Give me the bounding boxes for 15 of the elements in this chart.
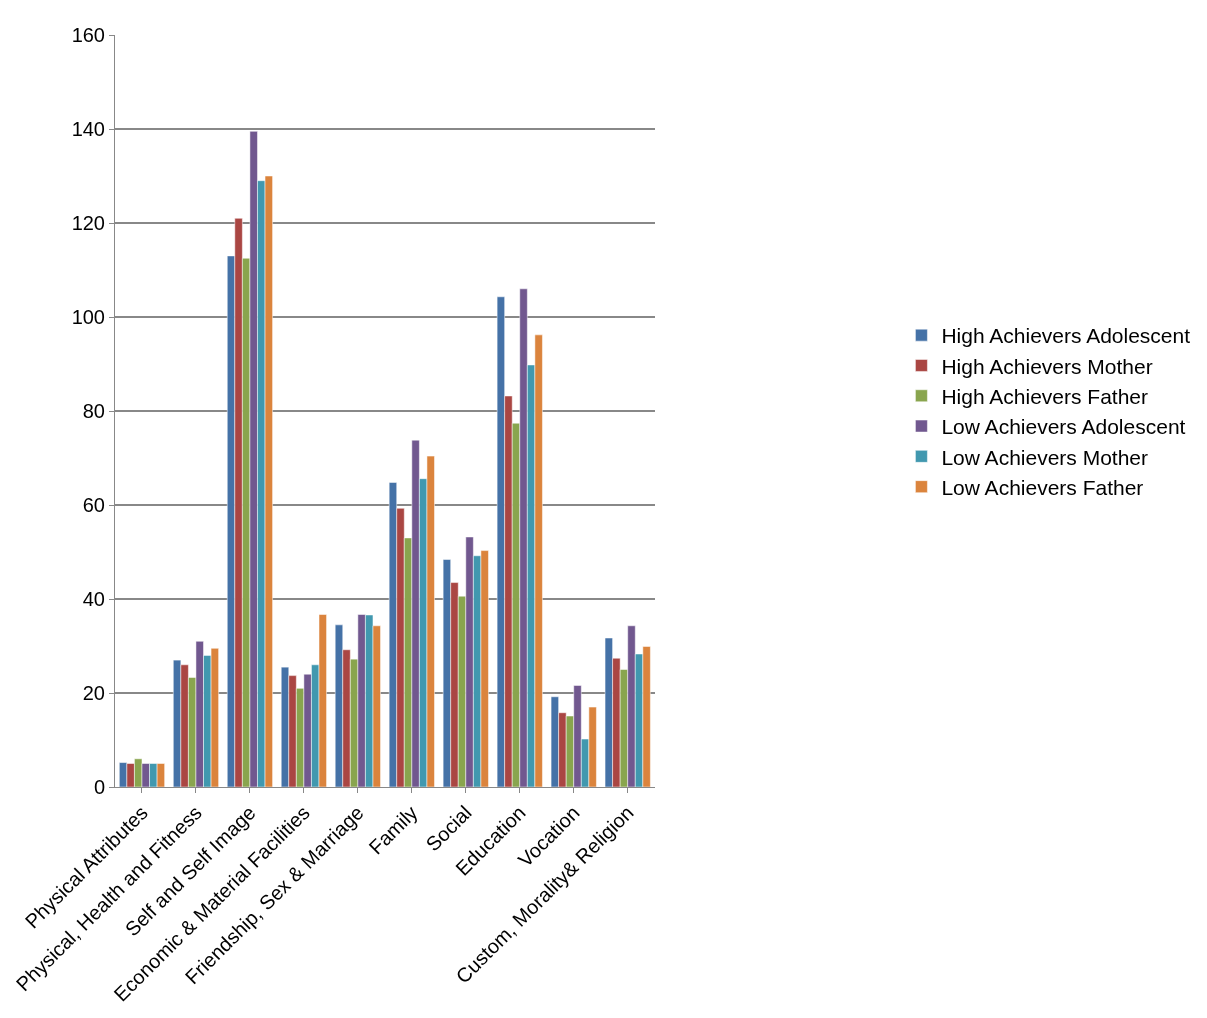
y-tick-label: 100 xyxy=(71,306,105,328)
y-tick-label: 60 xyxy=(82,494,105,516)
legend-label: Low Achievers Father xyxy=(941,475,1144,499)
y-tick-label: 120 xyxy=(71,212,105,234)
y-tick-label: 80 xyxy=(82,400,105,422)
y-tick-label: 160 xyxy=(71,24,105,46)
legend-label: Low Achievers Adolescent xyxy=(941,415,1186,439)
y-tick-label: 40 xyxy=(82,588,105,610)
y-tick-label: 0 xyxy=(93,776,105,798)
y-tick-label: 140 xyxy=(71,118,105,140)
y-tick-label: 20 xyxy=(82,682,105,704)
legend-label: High Achievers Father xyxy=(941,384,1149,408)
legend-label: High Achievers Adolescent xyxy=(941,324,1191,348)
legend-label: High Achievers Mother xyxy=(941,354,1153,378)
legend-label: Low Achievers Mother xyxy=(941,445,1149,469)
